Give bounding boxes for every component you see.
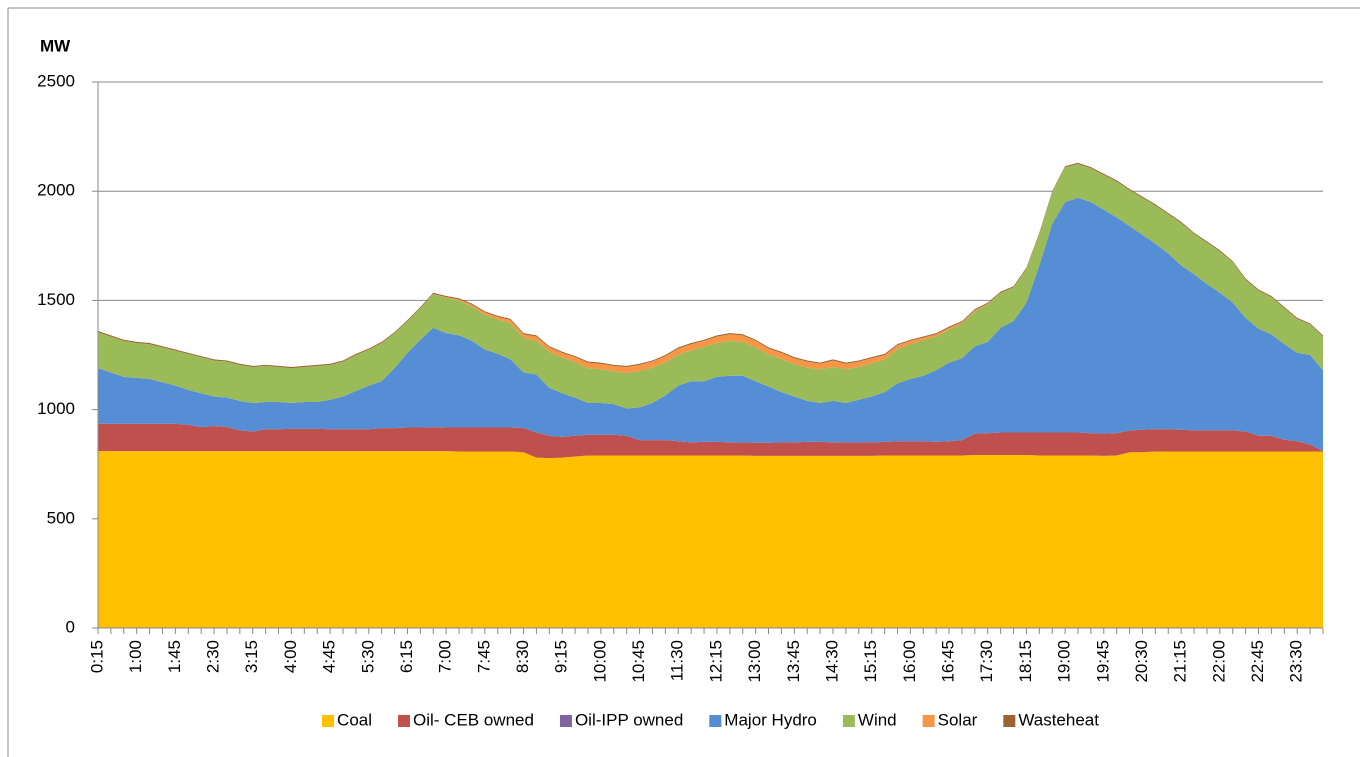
x-tick-label: 8:30: [513, 640, 532, 673]
y-tick-label: 500: [47, 508, 75, 527]
x-tick-label: 23:30: [1287, 640, 1306, 683]
x-tick-label: 19:45: [1093, 640, 1112, 683]
x-tick-label: 11:30: [668, 640, 687, 681]
legend-label: Oil- CEB owned: [413, 710, 534, 729]
area: [98, 197, 1323, 452]
x-tick-label: 1:00: [126, 640, 145, 673]
x-tick-label: 7:45: [474, 640, 493, 673]
legend-label: Wind: [858, 710, 897, 729]
x-tick-label: 20:30: [1132, 640, 1151, 683]
areas: [98, 162, 1323, 628]
x-tick-label: 7:00: [436, 640, 455, 673]
x-tick-label: 13:00: [745, 640, 764, 683]
x-tick-label: 15:15: [861, 640, 880, 683]
y-tick-label: 1000: [37, 399, 75, 418]
y-tick-label: 2500: [37, 71, 75, 90]
legend-swatch: [398, 715, 411, 727]
area: [98, 423, 1323, 459]
x-tick-label: 0:15: [87, 640, 106, 673]
x-tick-label: 19:00: [1055, 640, 1074, 683]
legend: Coal Oil- CEB owned Oil-IPP owned Major Hyd…: [322, 710, 1099, 729]
x-tick-label: 5:30: [358, 640, 377, 673]
x-tick-label: 18:15: [1016, 640, 1035, 683]
legend-label: Wasteheat: [1018, 710, 1099, 729]
legend-label: Major Hydro: [724, 710, 817, 729]
x-tick-label: 10:45: [629, 640, 648, 683]
x-tick-label: 17:30: [977, 640, 996, 683]
x-tick-label: 2:30: [204, 640, 223, 673]
legend-swatch: [322, 715, 335, 727]
x-tick-label: 21:15: [1171, 640, 1190, 683]
area: [98, 163, 1323, 409]
x-tick-label: 4:00: [281, 640, 300, 673]
x-tick-label: 9:15: [552, 640, 571, 673]
area: [98, 451, 1323, 628]
x-tick-label: 12:15: [706, 640, 725, 683]
x-tick-label: 16:45: [939, 640, 958, 683]
x-tick-label: 13:45: [784, 640, 803, 683]
x-tick-label: 22:00: [1209, 640, 1228, 683]
legend-swatch: [842, 715, 855, 727]
x-tick-label: 10:00: [590, 640, 609, 683]
legend-label: Solar: [938, 710, 978, 729]
x-tick-label: 3:15: [242, 640, 261, 673]
legend-swatch: [1003, 715, 1016, 727]
axes: 0 500 1000 1500 2000 2500 0:15 1:00 1:45 2:30 3:15…: [37, 71, 1324, 683]
y-axis-label: MW: [40, 36, 71, 55]
y-tick-label: 2000: [37, 181, 75, 200]
x-tick-label: 6:15: [397, 640, 416, 673]
x-tick-label: 16:00: [900, 640, 919, 683]
x-tick-label: 1:45: [165, 640, 184, 673]
y-tick-label: 1500: [37, 290, 75, 309]
x-tick-label: 4:45: [320, 640, 339, 673]
legend-label: Coal: [337, 710, 372, 729]
x-tick-label: 22:45: [1248, 640, 1267, 683]
y-tick-label: 0: [66, 617, 75, 636]
legend-swatch: [922, 715, 935, 727]
legend-label: Oil-IPP owned: [575, 710, 683, 729]
x-tick-label: 14:30: [822, 640, 841, 683]
legend-swatch: [709, 715, 722, 727]
legend-swatch: [559, 715, 572, 727]
